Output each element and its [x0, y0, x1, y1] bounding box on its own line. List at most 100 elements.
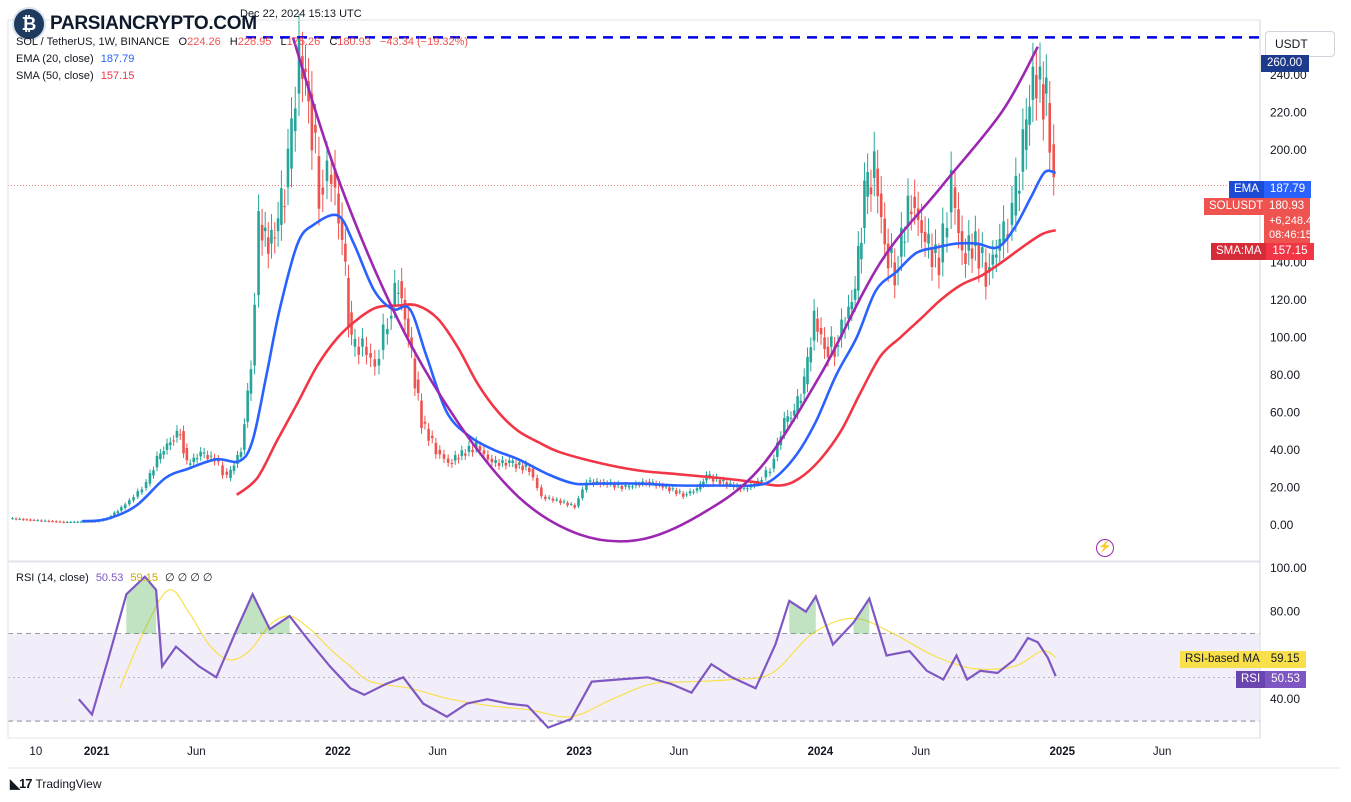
candle-body: [555, 499, 559, 501]
candle-body: [136, 491, 140, 497]
candle-body: [981, 247, 984, 253]
candle: [806, 347, 809, 393]
candle: [562, 499, 566, 504]
candle: [577, 496, 580, 509]
candle: [410, 327, 413, 359]
candle-body: [1002, 221, 1005, 244]
candle-body: [638, 484, 641, 486]
candle: [467, 441, 471, 457]
candle-body: [169, 442, 172, 446]
ema-legend[interactable]: EMA (20, close) 187.79: [16, 53, 134, 65]
candle: [416, 371, 420, 401]
candle-body: [29, 519, 32, 521]
candle-body: [116, 511, 120, 514]
tradingview-brand[interactable]: ◣17 TradingView: [10, 776, 102, 791]
candle-body: [128, 500, 131, 505]
candle-body: [890, 247, 893, 253]
candle-body: [386, 328, 389, 335]
candle-body: [420, 400, 423, 429]
candle-body: [317, 156, 321, 209]
candle-body: [393, 282, 397, 307]
candle: [1042, 61, 1045, 141]
candle: [1038, 42, 1042, 103]
candle: [148, 469, 152, 487]
candle-body: [453, 455, 457, 461]
price-tick-label: 40.00: [1270, 443, 1300, 457]
time-tick-label: Jun: [428, 746, 447, 758]
candle-body: [930, 248, 934, 267]
candle-body: [62, 521, 66, 523]
candle-body: [544, 496, 547, 499]
candle: [51, 520, 54, 523]
candle: [229, 466, 232, 482]
candle: [144, 479, 148, 491]
candle: [249, 360, 253, 402]
candle-body: [314, 124, 317, 133]
candle-body: [631, 486, 634, 488]
candle: [569, 501, 573, 506]
candle: [886, 228, 890, 283]
candle-body: [266, 237, 270, 254]
candle-body: [260, 224, 264, 241]
candle-body: [438, 449, 442, 455]
candle: [725, 479, 729, 490]
rsi-line: [77, 575, 1057, 729]
candle: [937, 243, 941, 289]
candle-body: [239, 452, 243, 457]
candle-body: [913, 196, 916, 208]
candle: [373, 350, 377, 376]
candle: [128, 498, 131, 507]
candle-body: [152, 470, 155, 476]
candle: [786, 409, 789, 428]
candle-body: [508, 460, 511, 463]
candle-body: [883, 218, 887, 245]
candle-body: [47, 520, 51, 522]
candle: [879, 176, 883, 234]
candle: [420, 393, 423, 434]
currency-button[interactable]: USDT: [1265, 31, 1335, 57]
candle: [253, 292, 256, 375]
candle-body: [531, 468, 535, 478]
candle: [340, 202, 344, 256]
candle-body: [789, 417, 793, 419]
time-tick-label: 2025: [1050, 746, 1076, 758]
candle: [185, 443, 189, 465]
candle-body: [51, 521, 54, 523]
candle: [32, 518, 36, 522]
candle-body: [229, 469, 232, 478]
close-value: 180.93: [337, 36, 371, 48]
candle: [1028, 84, 1031, 146]
candle-body: [819, 328, 823, 335]
rsi-legend-label: RSI (14, close): [16, 572, 89, 584]
candle-body: [79, 521, 83, 523]
candle: [266, 222, 270, 269]
candle: [65, 520, 69, 524]
lightning-icon[interactable]: ⚡: [1096, 539, 1114, 557]
candle: [175, 425, 179, 443]
candle: [1052, 124, 1056, 196]
candle-body: [518, 462, 521, 465]
candle-body: [661, 485, 665, 488]
sma-legend[interactable]: SMA (50, close) 157.15: [16, 70, 134, 82]
candle-body: [357, 346, 361, 355]
candle-body: [551, 498, 555, 501]
time-tick-label: Jun: [187, 746, 206, 758]
candle: [711, 474, 715, 485]
candle: [400, 268, 403, 311]
candle-body: [833, 346, 836, 357]
candle-body: [668, 487, 671, 492]
candle-body: [273, 237, 277, 239]
candle: [866, 153, 869, 215]
candle-body: [577, 498, 580, 507]
price-tick-label: 220.00: [1270, 105, 1307, 119]
candle-body: [490, 458, 494, 463]
candle-body: [36, 520, 39, 522]
candle-body: [869, 187, 873, 195]
candle: [544, 494, 547, 502]
candle-body: [764, 470, 768, 478]
symbol-info-line[interactable]: SOL / TetherUS, 1W, BINANCE O224.26 H228…: [16, 36, 468, 48]
candle-body: [65, 521, 69, 523]
candle: [764, 466, 768, 481]
rsi-legend[interactable]: RSI (14, close) 50.53 59.15 ∅ ∅ ∅ ∅: [16, 571, 213, 584]
